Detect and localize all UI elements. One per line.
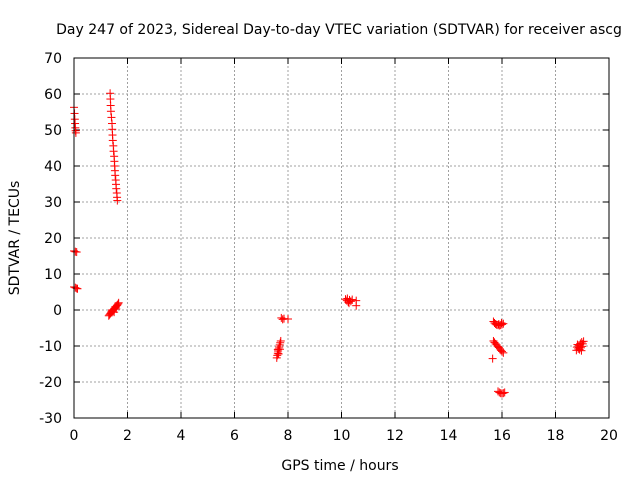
- data-point: [112, 304, 121, 313]
- plot-frame: [73, 57, 610, 419]
- data-point: [273, 345, 282, 354]
- x-tick-label: 8: [284, 428, 293, 444]
- data-point: [343, 294, 352, 303]
- data-point: [276, 336, 285, 345]
- data-point: [284, 315, 292, 323]
- y-tick-label: 0: [53, 303, 62, 319]
- data-point: [348, 295, 357, 304]
- y-tick-label: 10: [44, 267, 62, 283]
- data-point: [344, 299, 353, 308]
- y-tick-label: 40: [44, 159, 62, 175]
- y-tick-label: -30: [39, 411, 62, 427]
- x-tick-label: 6: [230, 428, 239, 444]
- data-point: [108, 136, 117, 145]
- y-tick-label: 60: [44, 87, 62, 103]
- data-point: [107, 113, 116, 122]
- data-point: [497, 318, 506, 327]
- data-point: [71, 128, 80, 137]
- y-tick-label: 50: [44, 123, 62, 139]
- data-point: [114, 299, 123, 308]
- data-point: [113, 196, 122, 205]
- y-tick-label: -20: [39, 375, 62, 391]
- data-point: [114, 298, 123, 307]
- x-tick-label: 10: [333, 428, 351, 444]
- x-tick-label: 12: [386, 428, 404, 444]
- x-tick-label: 16: [493, 428, 511, 444]
- y-tick-label: 30: [44, 195, 62, 211]
- data-point: [498, 347, 506, 356]
- data-points: [70, 89, 588, 398]
- chart-title: Day 247 of 2023, Sidereal Day-to-day VTE…: [56, 22, 622, 38]
- data-point: [273, 351, 282, 360]
- data-point: [107, 306, 116, 314]
- x-tick-labels: 0 2 4 6 8 10 12 14 16 18 20: [70, 428, 618, 444]
- data-point: [488, 354, 497, 363]
- data-point: [490, 318, 499, 327]
- data-point: [73, 284, 82, 293]
- data-point: [274, 349, 283, 358]
- y-tick-label: -10: [39, 339, 62, 355]
- x-tick-label: 14: [440, 428, 458, 444]
- data-point: [111, 171, 120, 180]
- data-point: [352, 301, 361, 310]
- data-point: [113, 300, 122, 309]
- y-axis-title: SDTVAR / TECUs: [7, 181, 23, 296]
- data-point: [106, 107, 115, 116]
- x-axis-title: GPS time / hours: [281, 458, 398, 474]
- data-point: [71, 283, 80, 292]
- data-point: [579, 337, 588, 346]
- data-point: [499, 348, 508, 357]
- data-point: [577, 346, 586, 355]
- data-point: [110, 308, 119, 317]
- data-point: [112, 184, 121, 193]
- x-tick-label: 18: [547, 428, 565, 444]
- x-tick-label: 20: [600, 428, 618, 444]
- data-point: [499, 389, 508, 398]
- y-tick-label: 70: [44, 51, 62, 67]
- data-point: [500, 388, 509, 397]
- x-tick-label: 0: [70, 428, 79, 444]
- data-point: [109, 147, 118, 156]
- x-tick-label: 2: [123, 428, 132, 444]
- y-tick-labels: -30 -20 -10 0 10 20 30 40 50 60 70: [39, 51, 62, 427]
- x-tick-label: 4: [177, 428, 186, 444]
- data-point: [577, 338, 586, 347]
- y-tick-label: 20: [44, 231, 62, 247]
- grid: [74, 58, 609, 418]
